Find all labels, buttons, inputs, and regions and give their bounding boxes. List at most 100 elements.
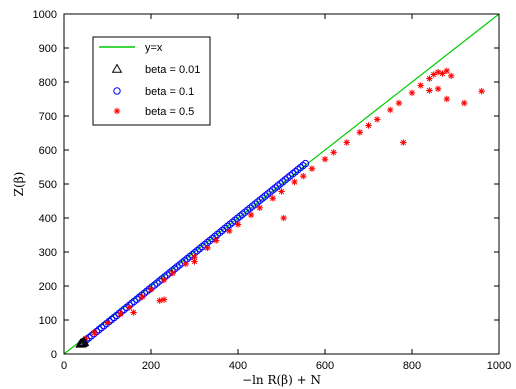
beta-01-point <box>241 208 249 216</box>
beta-01-point <box>175 261 184 269</box>
beta-05-point <box>387 106 394 114</box>
beta-05-point <box>91 329 98 337</box>
beta-01-point <box>213 230 222 239</box>
beta-05-point <box>256 204 263 211</box>
beta-01-point <box>112 311 121 320</box>
beta-05-point <box>365 122 372 129</box>
y-tick-label: 300 <box>39 247 57 259</box>
beta-01-point <box>236 212 244 220</box>
beta-05-point <box>160 276 168 284</box>
beta-01-point <box>206 236 214 245</box>
beta-01-point <box>279 178 287 186</box>
beta-01-point <box>110 313 118 322</box>
x-tick-label: 800 <box>403 360 421 372</box>
beta-05-point <box>439 70 446 77</box>
beta-01-point <box>208 234 216 243</box>
beta-05-point <box>130 309 137 316</box>
beta-01-point <box>281 176 289 184</box>
y-tick-label: 600 <box>39 145 57 157</box>
legend-star-marker <box>113 107 121 115</box>
beta-01-point <box>170 265 179 273</box>
y-tick-label: 1000 <box>33 9 57 21</box>
beta-01-point <box>243 206 252 214</box>
beta-01-point <box>258 194 267 202</box>
beta-01-point <box>173 263 181 271</box>
beta-01-point <box>193 246 201 255</box>
beta-01-point <box>291 167 300 176</box>
beta-05-point <box>226 227 233 235</box>
beta-01-point <box>284 174 292 182</box>
beta-05-point <box>291 178 298 186</box>
beta-05-point <box>160 296 168 303</box>
legend-triangle-marker <box>111 63 123 73</box>
legend-label-reference: y=x <box>145 42 163 54</box>
y-tick-label: 100 <box>39 315 57 327</box>
y-axis-label: Z(β) <box>12 172 26 197</box>
series-beta-01 <box>77 159 310 348</box>
beta-05-point <box>408 89 416 97</box>
beta-01-point <box>269 186 277 194</box>
legend-label-beta-001: beta = 0.01 <box>145 64 200 76</box>
beta-01-point <box>261 192 269 200</box>
beta-05-point <box>169 269 176 277</box>
x-tick-label: 400 <box>229 360 247 372</box>
beta-01-point <box>231 216 239 224</box>
beta-01-point <box>102 319 111 328</box>
beta-05-point <box>308 165 316 172</box>
beta-05-point <box>447 72 455 80</box>
beta-05-point <box>104 319 111 326</box>
beta-05-point <box>213 237 220 244</box>
x-tick-label: 600 <box>316 360 334 372</box>
beta-05-point <box>343 139 350 146</box>
beta-05-point <box>434 85 442 92</box>
beta-05-point <box>278 188 285 195</box>
beta-05-point <box>126 304 133 311</box>
beta-01-point <box>248 202 257 210</box>
x-axis-label: −ln R(β) + N <box>242 373 321 387</box>
beta-01-point <box>294 165 302 174</box>
beta-05-point <box>374 116 381 123</box>
beta-01-point <box>263 190 272 198</box>
beta-01-point <box>301 159 310 168</box>
beta-01-point <box>216 228 224 237</box>
marks-layer <box>63 13 500 355</box>
beta-01-point <box>274 182 282 190</box>
legend: y=x beta = 0.01 beta = 0.1 beta = 0.5 <box>92 36 211 126</box>
beta-01-point <box>256 196 264 204</box>
beta-05-point <box>443 67 450 74</box>
y-tick-label: 200 <box>39 281 57 293</box>
legend-label-beta-01: beta = 0.1 <box>145 86 194 98</box>
beta-05-point <box>395 99 403 107</box>
beta-01-point <box>188 251 196 259</box>
x-tick-label: 200 <box>142 360 160 372</box>
x-tick-label: 0 <box>61 360 67 372</box>
beta-01-point <box>246 204 254 212</box>
beta-01-point <box>238 210 247 218</box>
beta-05-point <box>156 297 163 304</box>
beta-01-point <box>218 226 227 235</box>
beta-05-point <box>234 221 242 228</box>
beta-01-point <box>196 244 204 253</box>
beta-05-point <box>461 99 468 107</box>
x-tick-label: 1000 <box>487 360 511 372</box>
beta-05-point <box>204 244 211 252</box>
beta-01-point <box>289 170 297 178</box>
beta-01-point <box>253 198 262 206</box>
beta-01-point <box>133 295 141 303</box>
y-tick-label: 400 <box>39 213 57 225</box>
y-tick-label: 800 <box>39 77 57 89</box>
y-tick-label: 900 <box>39 43 57 55</box>
beta-01-point <box>198 242 206 251</box>
beta-01-point <box>271 184 279 192</box>
y-tick-label: 500 <box>39 179 57 191</box>
beta-01-point <box>97 323 106 332</box>
beta-05-point <box>426 87 433 94</box>
beta-01-point <box>150 281 159 289</box>
beta-01-point <box>226 220 234 229</box>
beta-01-point <box>95 325 103 334</box>
beta-05-point <box>478 87 485 95</box>
beta-01-point <box>286 172 295 180</box>
beta-01-point <box>276 180 284 188</box>
